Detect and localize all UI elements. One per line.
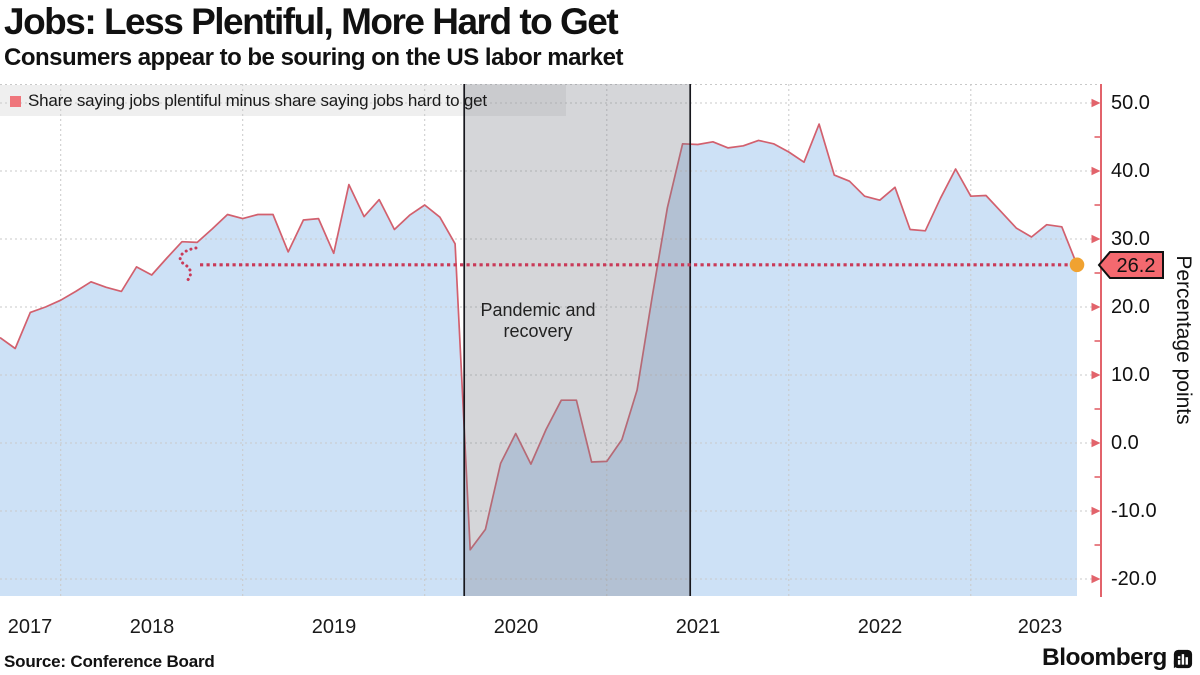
y-axis-major-tick bbox=[1091, 166, 1101, 176]
x-tick-label: 2023 bbox=[1017, 616, 1063, 638]
legend: Share saying jobs plentiful minus share … bbox=[10, 91, 487, 111]
y-axis-major-tick bbox=[1091, 506, 1101, 516]
x-tick-label: 2017 bbox=[7, 616, 53, 638]
pandemic-band bbox=[464, 84, 691, 596]
y-tick-label: 20.0 bbox=[1111, 296, 1150, 318]
last-value-dot bbox=[1069, 257, 1085, 273]
y-axis-major-tick bbox=[1091, 98, 1101, 108]
y-axis-major-tick bbox=[1091, 302, 1101, 312]
legend-background bbox=[0, 85, 566, 116]
y-tick-label: -20.0 bbox=[1111, 568, 1157, 590]
y-tick-label: -10.0 bbox=[1111, 500, 1157, 522]
x-tick-label: 2022 bbox=[857, 616, 903, 638]
y-tick-label: 0.0 bbox=[1111, 432, 1139, 454]
bloomberg-wordmark: Bloomberg bbox=[1042, 644, 1167, 671]
y-axis-major-tick bbox=[1091, 438, 1101, 448]
y-axis-major-tick bbox=[1091, 234, 1101, 244]
source-attribution: Source: Conference Board bbox=[4, 652, 215, 671]
page-subtitle: Consumers appear to be souring on the US… bbox=[4, 44, 623, 71]
page-title: Jobs: Less Plentiful, More Hard to Get bbox=[4, 1, 619, 42]
y-tick-label: 50.0 bbox=[1111, 92, 1150, 114]
pandemic-band-label: Pandemic and recovery bbox=[480, 300, 596, 341]
y-axis-major-tick bbox=[1091, 574, 1101, 584]
x-tick-label: 2018 bbox=[129, 616, 175, 638]
y-tick-label: 10.0 bbox=[1111, 364, 1150, 386]
data-line bbox=[0, 123, 1078, 551]
bloomberg-logo-icon bbox=[1173, 649, 1193, 669]
legend-swatch-icon bbox=[10, 96, 21, 107]
y-tick-label: 40.0 bbox=[1111, 160, 1150, 182]
y-tick-label: 30.0 bbox=[1111, 228, 1150, 250]
last-value-badge-shape bbox=[1097, 251, 1164, 279]
legend-label: Share saying jobs plentiful minus share … bbox=[28, 91, 487, 110]
y-axis-title: Percentage points bbox=[1172, 255, 1195, 425]
last-value-badge-text: 26.2 bbox=[1117, 255, 1156, 277]
x-tick-label: 2019 bbox=[311, 616, 357, 638]
x-tick-label: 2021 bbox=[675, 616, 721, 638]
x-tick-label: 2020 bbox=[493, 616, 539, 638]
area-fill bbox=[0, 124, 1077, 596]
y-axis-major-tick bbox=[1091, 370, 1101, 380]
last-value-badge: 26.2 bbox=[1097, 251, 1164, 279]
annotation-squiggle bbox=[178, 246, 198, 283]
